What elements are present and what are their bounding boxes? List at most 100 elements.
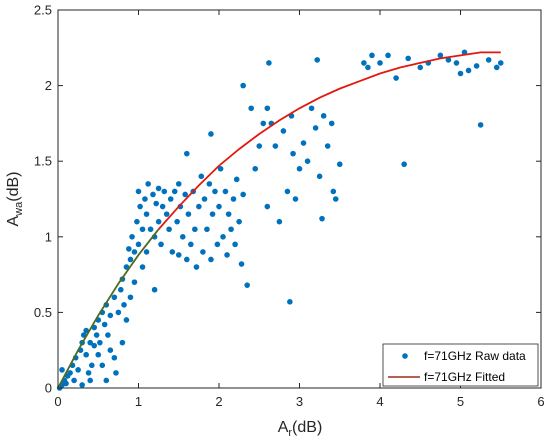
scatter-point: [280, 128, 287, 134]
legend-marker-raw: [402, 353, 408, 359]
x-axis-title-sub: r: [288, 427, 292, 439]
y-axis-title-main: A: [5, 215, 22, 226]
scatter-point: [204, 226, 210, 233]
scatter-point: [83, 351, 89, 358]
plot-area: [57, 9, 542, 389]
scatter-point: [296, 165, 303, 172]
scatter-point: [111, 354, 118, 361]
scatter-point: [290, 150, 296, 157]
scatter-point: [95, 351, 102, 358]
scatter-point: [171, 188, 178, 195]
scatter-point: [129, 234, 135, 240]
scatter-point: [87, 377, 93, 384]
scatter-point: [107, 347, 114, 354]
scatter-point: [497, 60, 504, 66]
scatter-point: [314, 57, 321, 63]
scatter-point: [252, 165, 259, 172]
scatter-point: [167, 196, 174, 202]
scatter-point: [182, 191, 188, 198]
scatter-point: [206, 181, 213, 187]
scatter-point: [369, 52, 375, 59]
x-axis-title-main: A: [278, 419, 289, 436]
scatter-point: [292, 196, 299, 202]
scatter-point: [143, 211, 150, 217]
legend-label-raw: f=71GHz Raw data: [424, 349, 526, 363]
scatter-point: [67, 370, 73, 376]
scatter-point: [312, 125, 319, 131]
scatter-point: [163, 211, 170, 217]
scatter-point: [166, 226, 172, 233]
scatter-point: [105, 332, 111, 338]
scatter-point: [123, 317, 130, 323]
scatter-point: [155, 218, 162, 225]
scatter-point: [287, 299, 293, 305]
scatter-point: [233, 176, 240, 183]
scatter-point: [220, 234, 226, 240]
scatter-point: [126, 246, 132, 252]
scatter-point: [151, 286, 158, 293]
scatter-point: [103, 377, 110, 384]
scatter-point: [196, 203, 202, 210]
scatter-point: [75, 367, 81, 373]
scatter-point: [401, 161, 407, 168]
fitted-curve: [157, 51, 501, 230]
scatter-point: [83, 327, 89, 334]
scatter-point: [385, 52, 391, 59]
scatter-point: [208, 131, 214, 137]
scatter-point: [330, 188, 337, 195]
scatter-point: [193, 264, 200, 270]
scatter-point: [131, 279, 138, 285]
scatter-point: [85, 370, 92, 376]
scatter-point: [107, 312, 114, 319]
scatter-point: [473, 63, 480, 69]
scatter-point: [147, 226, 154, 233]
y-axis-title-sub: wa: [13, 201, 25, 217]
scatter-point: [91, 342, 98, 349]
legend: f=71GHz Raw data f=71GHz Fitted: [382, 343, 539, 387]
scatter-point: [158, 241, 164, 248]
scatter-point: [361, 60, 367, 66]
scatter-point: [59, 367, 65, 373]
scatter-point: [393, 75, 399, 81]
scatter-point: [135, 188, 142, 195]
scatter-point: [93, 332, 100, 338]
scatter-point: [111, 294, 118, 301]
scatter-point: [248, 105, 254, 112]
scatter-point: [161, 188, 168, 195]
scatter-point: [127, 294, 134, 301]
scatter-point: [179, 234, 186, 240]
scatter-point: [216, 203, 222, 210]
scatter-point: [175, 181, 182, 187]
scatter-point: [493, 64, 500, 71]
scatter-point: [115, 309, 122, 316]
scatter-point: [236, 218, 242, 225]
scatter-point: [79, 382, 85, 388]
scatter-point: [184, 150, 190, 157]
axis-ticks: 0 1 2 3 4 5 6 0 0.5 1 1.5 2 2.5: [34, 3, 545, 410]
x-tick-label: 0: [54, 394, 61, 409]
scatter-point: [264, 203, 271, 210]
scatter-point: [200, 249, 206, 255]
y-tick-label: 0.5: [34, 305, 52, 320]
scatter-point: [377, 60, 383, 66]
scatter-point: [256, 143, 263, 149]
y-tick-label: 1: [45, 229, 52, 244]
y-tick-label: 2.5: [34, 3, 52, 18]
scatter-point: [143, 249, 150, 255]
scatter-point: [332, 196, 339, 202]
scatter-point: [485, 57, 492, 63]
scatter-point: [320, 113, 327, 119]
scatter-point: [284, 188, 291, 195]
scatter-point: [214, 241, 221, 248]
scatter-point: [276, 218, 283, 225]
scatter-point: [405, 55, 411, 62]
scatter-point: [209, 211, 216, 217]
scatter-point: [63, 380, 69, 387]
x-tick-label: 1: [135, 394, 142, 409]
scatter-point: [119, 339, 126, 346]
x-axis-title-unit: (dB): [292, 419, 322, 436]
scatter-point: [208, 256, 214, 263]
scatter-point: [159, 203, 166, 210]
scatter-point: [184, 256, 190, 263]
scatter-point: [134, 218, 140, 225]
